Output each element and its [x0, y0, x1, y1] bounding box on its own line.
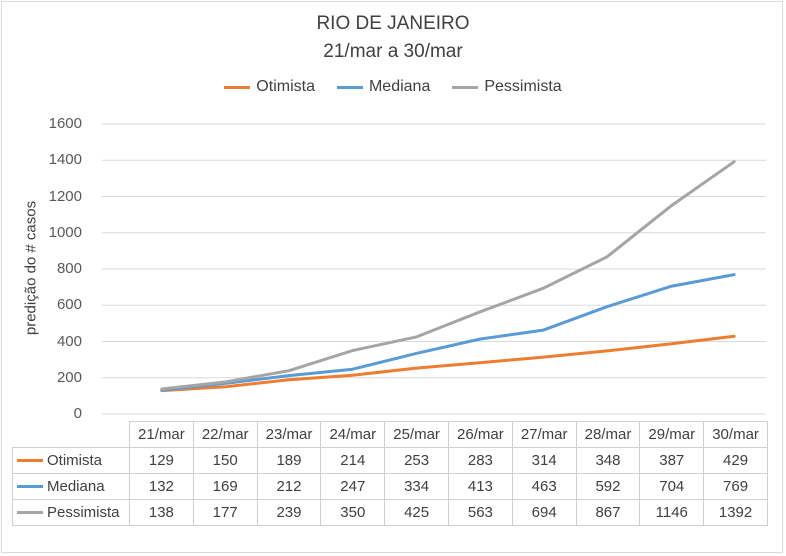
data-table: 21/mar 22/mar 23/mar 24/mar 25/mar 26/mar 27/m…: [12, 421, 768, 526]
legend-swatch: [224, 85, 251, 89]
data-label: 129: [129, 447, 194, 474]
data-label: 239: [256, 499, 322, 526]
data-label: 177: [192, 499, 258, 526]
data-label: 429: [703, 447, 768, 474]
data-label: 563: [447, 499, 513, 526]
legend-item-pessimista: Pessimista: [452, 78, 562, 96]
data-label: 132: [129, 473, 194, 500]
data-label: 413: [447, 473, 513, 500]
table-header-row: 21/mar 22/mar 23/mar 24/mar 25/mar 26/mar 27/m…: [13, 421, 768, 448]
legend-label: Pessimista: [484, 78, 562, 95]
legend-label: Otimista: [256, 78, 315, 95]
data-label: 169: [192, 473, 258, 500]
table-row-swatch: [17, 458, 43, 462]
y-tick-label: 200: [56, 368, 82, 386]
y-tick-label: 400: [56, 332, 82, 350]
table-row-label: Otimista: [47, 452, 103, 469]
data-label: 769: [703, 473, 768, 500]
data-label: 334: [384, 473, 449, 500]
table-row-label: Pessimista: [47, 504, 120, 521]
table-row-header: Otimista: [12, 447, 130, 474]
x-category-label: 30/mar: [703, 421, 768, 448]
data-label: 592: [575, 473, 641, 500]
series-line-mediana: [160, 273, 736, 392]
table-corner: [13, 422, 130, 448]
y-tick-label: 1400: [48, 151, 82, 169]
y-tick-label: 0: [73, 405, 82, 422]
data-label: 283: [447, 447, 513, 474]
y-tick-label: 1200: [48, 187, 82, 205]
table-row-header: Mediana: [12, 473, 130, 500]
x-category-label: 23/mar: [256, 421, 322, 448]
x-category-label: 21/mar: [129, 421, 194, 448]
legend-swatch: [336, 85, 363, 89]
table-row-header: Pessimista: [12, 499, 130, 526]
data-label: 214: [320, 447, 386, 474]
table-row: Otimista 129 150 189 214 253 283 314 348 387 429: [12, 447, 768, 474]
y-tick-label: 800: [56, 260, 82, 277]
x-category-label: 27/mar: [511, 421, 577, 448]
x-category-label: 26/mar: [447, 421, 513, 448]
data-label: 247: [320, 473, 386, 500]
data-label: 253: [384, 447, 449, 474]
data-label: 150: [192, 447, 258, 474]
series-line-otimista: [160, 334, 736, 393]
table-row-label: Mediana: [47, 478, 105, 495]
x-category-label: 28/mar: [575, 421, 641, 448]
x-category-label: 24/mar: [320, 421, 386, 448]
series-line-pessimista: [160, 160, 736, 391]
y-tick-label: 600: [56, 296, 82, 314]
data-label: 1146: [639, 499, 705, 526]
legend-item-otimista: Otimista: [224, 78, 315, 96]
data-label: 348: [575, 447, 641, 474]
y-tick-label: 1000: [48, 223, 82, 241]
data-label: 704: [639, 473, 705, 500]
data-label: 212: [256, 473, 322, 500]
data-label: 867: [575, 499, 641, 526]
table-row-swatch: [17, 510, 43, 514]
data-label: 387: [639, 447, 705, 474]
data-label: 1392: [703, 499, 768, 526]
data-label: 350: [320, 499, 386, 526]
table-row-swatch: [17, 484, 43, 488]
data-label: 694: [511, 499, 577, 526]
table-row: Mediana 132 169 212 247 334 413 463 592 704 769: [12, 473, 768, 500]
chart-header: RIO DE JANEIRO 21/mar a 30/mar: [0, 10, 786, 66]
legend-item-mediana: Mediana: [336, 78, 431, 96]
chart-subtitle: 21/mar a 30/mar: [323, 41, 463, 62]
data-label: 189: [256, 447, 322, 474]
data-label: 314: [511, 447, 577, 474]
data-label: 425: [384, 499, 449, 526]
legend-swatch: [452, 85, 479, 89]
table-row: Pessimista 138 177 239 350 425 563 694 867 1146 13…: [12, 499, 768, 526]
chart-title: RIO DE JANEIRO: [316, 13, 470, 34]
x-category-label: 29/mar: [639, 421, 705, 448]
y-tick-label: 1600: [48, 115, 82, 132]
legend-label: Mediana: [368, 78, 431, 95]
data-label: 138: [129, 499, 194, 526]
x-category-label: 22/mar: [192, 421, 258, 448]
x-category-label: 25/mar: [384, 421, 449, 448]
legend: Otimista Mediana Pessimista: [0, 78, 786, 96]
data-label: 463: [511, 473, 577, 500]
